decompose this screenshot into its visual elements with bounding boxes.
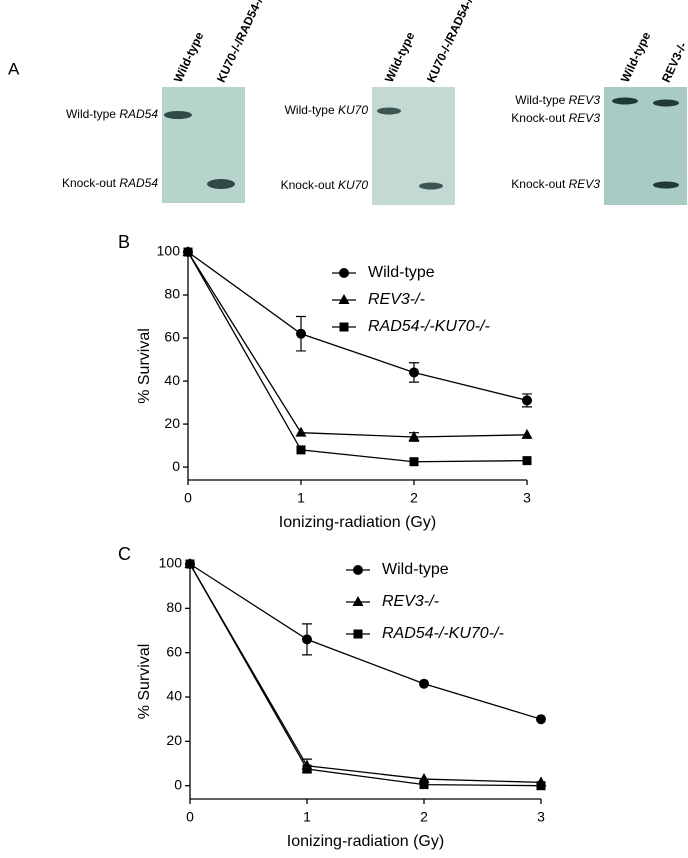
band-label: Wild-type REV3 <box>515 93 600 107</box>
band-gene: KU70 <box>338 178 368 192</box>
marker <box>419 678 429 689</box>
lane-label: KU70-/-/RAD54-/- <box>214 0 267 85</box>
marker <box>302 764 312 774</box>
y-axis-title: % Survival <box>136 644 153 720</box>
legend-label: Wild-type <box>382 561 449 578</box>
y-tick-label: 20 <box>164 415 180 431</box>
lane-label: Wild-type <box>382 30 418 85</box>
band-label: Wild-type RAD54 <box>66 107 158 121</box>
band-prefix: Knock-out <box>511 111 566 125</box>
x-axis-title: Ionizing-radiation (Gy) <box>279 514 436 531</box>
marker <box>522 456 532 466</box>
series-line <box>189 563 542 787</box>
band-prefix: Wild-type <box>515 93 565 107</box>
marker <box>408 430 420 441</box>
legend-label: RAD54-/-KU70-/- <box>382 625 504 642</box>
marker <box>302 634 312 645</box>
y-tick-label: 100 <box>157 243 181 259</box>
legend-label: RAD54-/-KU70-/- <box>368 318 490 335</box>
marker <box>419 780 429 790</box>
band-gene: KU70 <box>338 103 368 117</box>
series-line <box>187 251 528 402</box>
series-line <box>187 251 528 463</box>
marker <box>536 714 546 725</box>
band-gene: REV3 <box>569 177 601 191</box>
panel-label: C <box>118 544 131 564</box>
panel-label: A <box>8 59 20 78</box>
band <box>419 182 443 190</box>
lane-label: Wild-type <box>171 30 207 85</box>
legend-label: Wild-type <box>368 264 435 281</box>
x-tick-label: 2 <box>410 490 418 506</box>
lane-label: REV3-/- <box>659 40 688 85</box>
legend-marker <box>339 268 349 278</box>
band-prefix: Knock-out <box>511 177 566 191</box>
band <box>612 97 638 105</box>
x-tick-label: 0 <box>186 809 194 825</box>
band-gene: REV3 <box>569 111 601 125</box>
marker <box>536 781 546 791</box>
y-tick-label: 40 <box>164 372 180 388</box>
legend-marker <box>339 322 349 332</box>
x-tick-label: 1 <box>297 490 305 506</box>
x-axis-title: Ionizing-radiation (Gy) <box>287 833 444 850</box>
band <box>653 99 679 107</box>
marker <box>521 428 533 439</box>
band-gene: REV3 <box>569 93 601 107</box>
band-label: Knock-out RAD54 <box>62 176 158 190</box>
legend-marker <box>352 596 364 606</box>
marker <box>296 445 306 455</box>
y-tick-label: 60 <box>164 329 180 345</box>
panel-label: B <box>118 232 130 252</box>
y-axis-title: % Survival <box>136 328 153 404</box>
series-line <box>189 563 542 720</box>
marker <box>295 426 307 437</box>
gel <box>372 87 455 205</box>
y-tick-label: 20 <box>166 732 182 748</box>
x-tick-label: 2 <box>420 809 428 825</box>
marker <box>522 395 532 406</box>
band-label: Knock-out REV3 <box>511 177 600 191</box>
legend-marker <box>353 565 363 575</box>
gel-images <box>162 87 687 205</box>
band <box>164 111 192 119</box>
band <box>207 179 235 189</box>
y-tick-label: 100 <box>159 555 183 571</box>
lane-label: KU70-/-/RAD54-/- <box>424 0 477 85</box>
x-tick-label: 3 <box>537 809 545 825</box>
legend-label: REV3-/- <box>368 291 425 308</box>
legend-marker <box>338 294 350 304</box>
y-tick-label: 40 <box>166 688 182 704</box>
band-gene: RAD54 <box>119 107 158 121</box>
marker <box>183 247 193 257</box>
y-tick-label: 80 <box>164 286 180 302</box>
marker <box>409 367 419 378</box>
legend-label: REV3-/- <box>382 593 439 610</box>
marker <box>409 457 419 467</box>
band-prefix: Wild-type <box>66 107 116 121</box>
y-tick-label: 80 <box>166 599 182 615</box>
lane-label: Wild-type <box>618 30 654 85</box>
band-label: Knock-out KU70 <box>281 178 369 192</box>
x-tick-label: 0 <box>184 490 192 506</box>
y-tick-label: 60 <box>166 643 182 659</box>
band <box>377 107 401 115</box>
x-tick-label: 1 <box>303 809 311 825</box>
band-prefix: Knock-out <box>281 178 336 192</box>
band-prefix: Knock-out <box>62 176 117 190</box>
marker <box>185 559 195 569</box>
band-label: Knock-out REV3 <box>511 111 600 125</box>
band-gene: RAD54 <box>119 176 158 190</box>
band-label: Wild-type KU70 <box>285 103 369 117</box>
marker <box>296 328 306 339</box>
x-tick-label: 3 <box>523 490 531 506</box>
band <box>653 181 679 189</box>
y-tick-label: 0 <box>172 458 180 474</box>
legend-marker <box>353 629 363 639</box>
band-prefix: Wild-type <box>285 103 335 117</box>
y-tick-label: 0 <box>174 776 182 792</box>
series-line <box>187 251 528 438</box>
series-line <box>189 563 542 784</box>
